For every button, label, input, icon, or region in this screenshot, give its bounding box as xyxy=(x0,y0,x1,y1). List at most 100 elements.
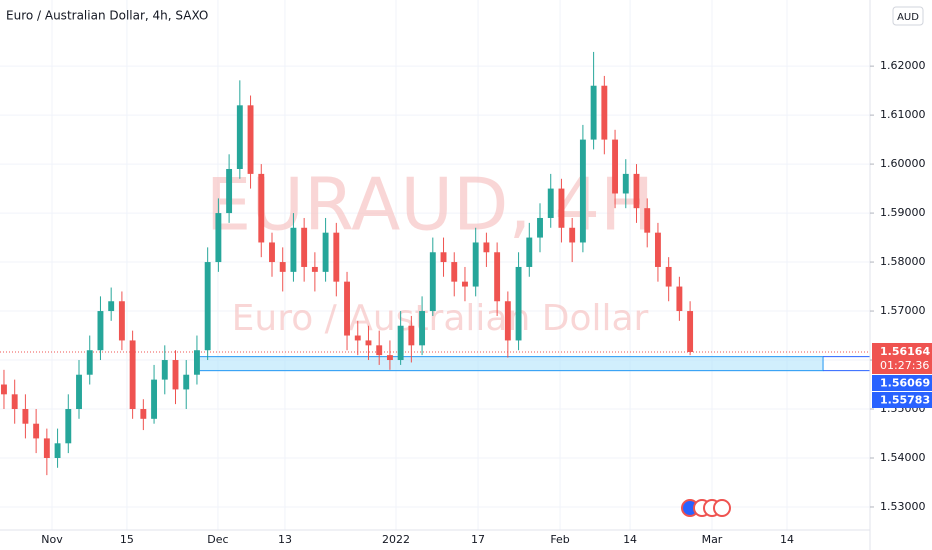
candle-body xyxy=(558,188,565,228)
zone-price-tag xyxy=(872,374,932,391)
candle-body xyxy=(129,340,136,410)
y-tick-label: 1.53000 xyxy=(880,500,926,513)
candle-body xyxy=(419,311,426,346)
candle-body xyxy=(354,335,361,341)
candle-body xyxy=(11,394,18,410)
candle-body xyxy=(472,242,479,287)
candle-body xyxy=(590,85,597,140)
candle-body xyxy=(462,281,468,287)
candle-body xyxy=(215,213,222,263)
candle-body xyxy=(665,266,672,287)
x-tick-label: 2022 xyxy=(382,533,410,546)
candle-body xyxy=(236,105,243,169)
candle-body xyxy=(569,227,576,243)
candle-body xyxy=(365,340,372,346)
candle-body xyxy=(269,242,275,263)
candle-body xyxy=(279,262,286,272)
candle-body xyxy=(22,409,29,424)
candle-body xyxy=(601,85,608,140)
candle-body xyxy=(86,350,93,375)
currency-box[interactable] xyxy=(892,6,924,26)
candle-body xyxy=(344,281,350,336)
candle-body xyxy=(515,266,522,341)
candle-body xyxy=(311,266,318,272)
x-tick-label: Dec xyxy=(207,533,228,546)
candle-body xyxy=(204,262,211,351)
candle-body xyxy=(633,173,640,209)
candle-body xyxy=(526,237,533,267)
candle-body xyxy=(290,227,297,272)
candle-body xyxy=(161,360,168,380)
candle-body xyxy=(440,252,447,263)
candle-body xyxy=(376,345,383,356)
x-tick-label: 14 xyxy=(780,533,794,546)
candle-body xyxy=(687,311,694,352)
candle-body xyxy=(108,301,115,312)
candle-body xyxy=(676,286,683,312)
candle-body xyxy=(579,139,586,243)
candle-body xyxy=(408,325,415,346)
y-tick-label: 1.62000 xyxy=(880,59,926,72)
y-tick-label: 1.57000 xyxy=(880,304,926,317)
candle-body xyxy=(76,374,82,410)
axes: 1.530001.540001.550001.560001.570001.580… xyxy=(41,59,932,546)
candle-body xyxy=(33,423,40,439)
y-tick-label: 1.61000 xyxy=(880,108,926,121)
candle-body xyxy=(183,374,190,390)
support-zone xyxy=(196,356,824,372)
watermark: EURAUD, 4H xyxy=(206,163,654,247)
candle-body xyxy=(612,139,619,194)
x-tick-label: Mar xyxy=(702,533,723,546)
last-price-tag xyxy=(872,342,932,374)
candle-body xyxy=(322,232,329,272)
candle-body xyxy=(644,208,651,233)
candle-body xyxy=(118,301,125,341)
zone-price-tag xyxy=(872,391,932,408)
candle-body xyxy=(537,217,543,238)
candle-body xyxy=(622,173,629,194)
candle-body xyxy=(97,311,104,351)
event-icons[interactable] xyxy=(681,499,731,517)
candle-body xyxy=(494,252,501,302)
x-tick-label: 14 xyxy=(623,533,637,546)
x-tick-label: Feb xyxy=(550,533,569,546)
candle-body xyxy=(43,438,50,458)
y-tick-label: 1.60000 xyxy=(880,157,926,170)
x-tick-label: 17 xyxy=(471,533,485,546)
candle-body xyxy=(386,355,393,361)
plot xyxy=(0,51,870,476)
candle-body xyxy=(193,350,200,375)
x-tick-label: 15 xyxy=(120,533,134,546)
candle-body xyxy=(226,168,233,214)
candle-body xyxy=(172,360,179,390)
countdown-label: 01:27:36 xyxy=(880,359,929,372)
zone-price-label: 1.56069 xyxy=(880,376,930,389)
y-tick-label: 1.54000 xyxy=(880,451,926,464)
candle-body xyxy=(504,301,511,341)
zone-price-label: 1.55783 xyxy=(880,393,930,406)
candle-body xyxy=(451,262,458,282)
candle-body xyxy=(1,384,7,395)
candle-body xyxy=(258,173,265,243)
candle-body xyxy=(333,232,340,282)
last-price-label: 1.56164 xyxy=(880,345,930,358)
candle-body xyxy=(483,242,490,253)
candle-body xyxy=(301,227,308,267)
chart-title: Euro / Australian Dollar, 4h, SAXO xyxy=(6,9,208,23)
candle-body xyxy=(247,105,254,174)
y-tick-label: 1.58000 xyxy=(880,255,926,268)
candle-body xyxy=(654,232,661,267)
x-tick-label: Nov xyxy=(41,533,63,546)
currency-label[interactable]: AUD xyxy=(897,12,919,23)
y-tick-label: 1.59000 xyxy=(880,206,926,219)
x-tick-label: 13 xyxy=(278,533,292,546)
candle-body xyxy=(547,188,554,218)
watermark-subtitle: Euro / Australian Dollar xyxy=(232,298,649,339)
candle-body xyxy=(54,443,61,458)
candle-body xyxy=(429,252,436,312)
candle-body xyxy=(140,409,147,419)
candle-body xyxy=(65,409,72,444)
candle-body xyxy=(397,325,404,361)
